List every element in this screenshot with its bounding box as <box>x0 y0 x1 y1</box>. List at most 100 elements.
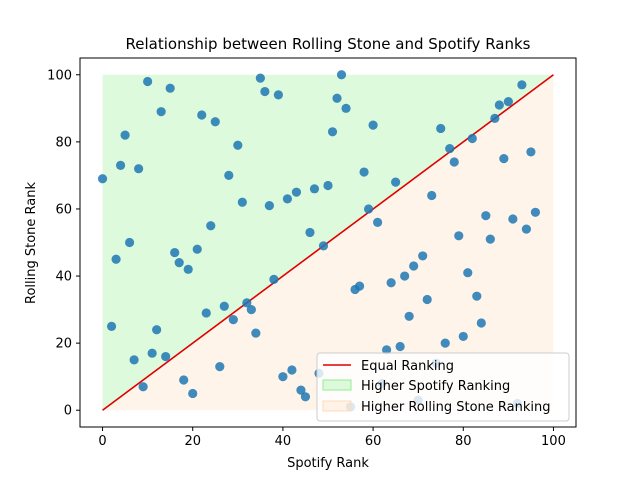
data-point <box>251 328 261 338</box>
legend-higher-rolling-stone-swatch <box>322 400 352 412</box>
data-point <box>395 341 405 352</box>
data-point <box>309 184 320 194</box>
data-point <box>210 117 220 127</box>
data-point <box>318 241 329 251</box>
data-point <box>246 304 256 315</box>
data-point <box>242 298 252 308</box>
data-point <box>368 120 378 130</box>
y-axis-title: Rolling Stone Rank <box>24 182 39 304</box>
data-point <box>445 143 455 154</box>
data-point <box>341 103 351 113</box>
data-point <box>233 140 243 150</box>
data-point <box>499 154 509 164</box>
data-point <box>111 254 121 264</box>
data-point <box>467 133 477 144</box>
data-point <box>138 382 148 392</box>
data-point <box>373 217 383 227</box>
legend: Equal Ranking Higher Spotify Ranking Hig… <box>316 352 570 422</box>
data-point <box>165 83 175 93</box>
y-axis-ticks: 0 20 40 60 80 100 <box>47 68 80 419</box>
data-point <box>125 237 135 248</box>
data-point <box>300 392 311 402</box>
legend-equal-ranking-label: Equal Ranking <box>361 359 454 374</box>
data-point <box>170 247 180 258</box>
x-tick-label: 80 <box>455 434 472 449</box>
y-tick-label: 100 <box>47 68 72 83</box>
data-point <box>296 385 306 395</box>
data-point <box>120 130 130 140</box>
data-point <box>391 177 401 187</box>
equal-ranking-line <box>102 74 554 411</box>
data-point <box>129 355 139 365</box>
data-point <box>183 264 193 274</box>
data-point <box>282 194 293 204</box>
data-point <box>508 214 518 224</box>
data-point <box>224 170 234 181</box>
data-point <box>237 197 247 207</box>
data-point <box>521 224 532 234</box>
data-point <box>517 80 527 90</box>
data-point <box>530 207 541 217</box>
data-point <box>449 157 459 167</box>
data-point <box>291 187 302 197</box>
data-point <box>115 160 126 170</box>
data-point <box>386 278 396 288</box>
data-point <box>269 274 279 284</box>
data-point <box>454 231 464 241</box>
legend-higher-spotify-swatch <box>322 379 352 391</box>
data-point <box>382 345 392 355</box>
data-point <box>287 365 297 375</box>
x-tick-label: 60 <box>365 434 382 449</box>
data-point <box>305 227 315 238</box>
data-point <box>152 325 162 335</box>
data-point <box>255 73 265 83</box>
data-point <box>332 93 342 103</box>
data-point <box>485 234 495 244</box>
data-point <box>400 271 410 281</box>
data-point <box>526 147 536 157</box>
data-point <box>359 167 369 177</box>
data-point <box>427 190 437 201</box>
data-point <box>418 251 428 261</box>
data-point <box>458 331 468 342</box>
data-point <box>156 107 166 117</box>
data-point <box>264 201 274 211</box>
data-point <box>476 318 486 328</box>
data-point <box>363 204 374 214</box>
data-point <box>174 258 184 268</box>
x-tick-label: 0 <box>98 434 106 449</box>
data-point <box>354 281 365 291</box>
y-tick-label: 20 <box>55 337 72 352</box>
data-point <box>161 351 171 362</box>
data-point <box>404 311 414 321</box>
data-point <box>481 211 491 221</box>
data-point <box>273 90 283 100</box>
x-tick-label: 20 <box>184 434 201 449</box>
data-point <box>97 174 108 184</box>
x-axis-ticks: 0 20 40 60 80 100 <box>98 427 566 449</box>
data-point <box>219 301 229 311</box>
data-point <box>323 180 333 191</box>
y-tick-label: 40 <box>55 270 72 285</box>
data-point <box>179 375 189 385</box>
data-point <box>192 244 202 254</box>
data-points <box>97 70 541 412</box>
y-tick-label: 80 <box>55 135 72 150</box>
data-point <box>147 348 157 358</box>
x-tick-label: 100 <box>541 434 566 449</box>
chart-title: Relationship between Rolling Stone and S… <box>126 35 531 53</box>
data-point <box>472 291 482 301</box>
data-point <box>490 113 500 123</box>
legend-higher-spotify-label: Higher Spotify Ranking <box>361 379 510 394</box>
data-point <box>422 294 432 305</box>
x-tick-label: 40 <box>275 434 292 449</box>
data-point <box>228 315 238 325</box>
data-point <box>106 321 117 331</box>
data-point <box>201 308 211 318</box>
data-point <box>260 86 270 97</box>
legend-higher-rolling-stone-label: Higher Rolling Stone Ranking <box>361 400 550 415</box>
data-point <box>503 97 513 107</box>
data-point <box>409 261 419 271</box>
data-point <box>336 70 347 80</box>
